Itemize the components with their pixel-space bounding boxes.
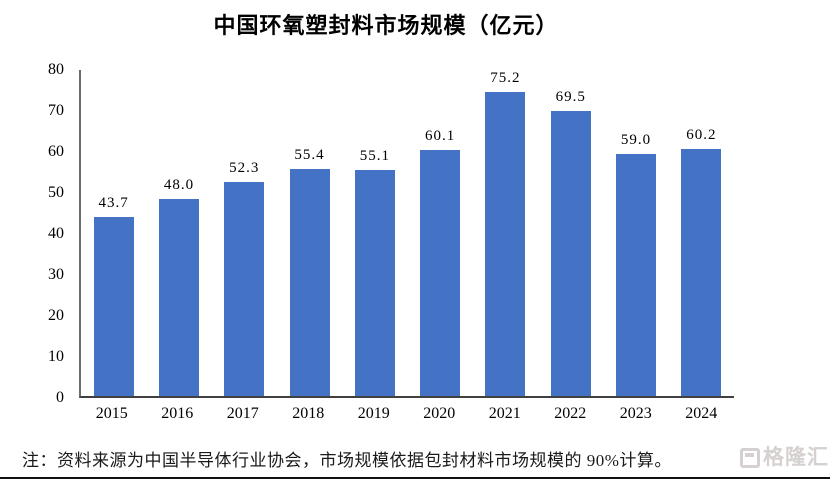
bar <box>354 170 395 396</box>
bar-value-label: 60.1 <box>425 127 456 144</box>
y-axis-label: 30 <box>48 266 64 283</box>
bar-value-label: 55.1 <box>359 148 390 165</box>
bar-column: 55.4 <box>277 70 342 396</box>
y-axis-label: 60 <box>48 143 64 160</box>
bar-column: 59.0 <box>603 70 668 396</box>
x-axis-label: 2015 <box>95 405 128 422</box>
bar-value-label: 48.0 <box>163 177 195 194</box>
x-axis-label: 2016 <box>161 405 194 422</box>
bar-value-label: 55.4 <box>294 146 325 163</box>
y-axis-label: 10 <box>48 348 64 365</box>
bar-column: 52.3 <box>212 70 277 396</box>
bar-column: 60.1 <box>407 70 472 396</box>
y-axis-label: 50 <box>48 184 64 201</box>
x-axis-label: 2023 <box>619 405 652 422</box>
bar <box>681 149 722 396</box>
bottom-divider <box>0 477 830 479</box>
y-axis-label: 80 <box>48 61 64 78</box>
y-axis-label: 70 <box>48 102 64 119</box>
y-axis-label: 40 <box>48 225 64 242</box>
bar <box>550 111 591 396</box>
x-axis-label: 2017 <box>226 405 259 422</box>
bar <box>93 216 134 396</box>
y-axis-label: 0 <box>56 389 64 406</box>
x-axis-labels: 2015 2016 2017 2018 2019 2020 2021 2022 2023 2024 <box>79 405 734 423</box>
bar-value-label: 43.7 <box>98 194 129 211</box>
bars-row: 43.7 48.0 52.3 55.4 55.1 60.1 75.2 69.5 59.0 60.2 <box>81 70 734 396</box>
bar <box>289 168 330 396</box>
bar-column: 69.5 <box>538 70 603 396</box>
bar <box>224 181 265 396</box>
bar-value-label: 60.2 <box>686 127 717 144</box>
x-axis-label: 2021 <box>488 405 521 422</box>
bar-value-label: 75.2 <box>490 70 521 86</box>
bar-value-label: 69.5 <box>555 89 586 106</box>
bar-column: 60.2 <box>669 70 734 396</box>
source-note: 注：资料来源为中国半导体行业协会，市场规模依据包封材料市场规模的 90%计算。 <box>22 451 672 470</box>
y-axis-label: 20 <box>48 307 64 324</box>
gelonghui-logo-icon <box>740 448 760 468</box>
x-axis-label: 2022 <box>554 405 587 422</box>
x-axis-label: 2018 <box>292 405 325 422</box>
bar-value-label: 59.0 <box>620 132 652 149</box>
x-axis-label: 2020 <box>423 405 456 422</box>
bar <box>616 154 657 396</box>
chart-title: 中国环氧塑封料市场规模（亿元） <box>213 13 559 38</box>
bar-column: 55.1 <box>342 70 407 396</box>
watermark-text: 格隆汇 <box>763 446 829 469</box>
bar <box>420 149 461 396</box>
bar-column: 75.2 <box>473 70 538 396</box>
watermark: 格隆汇 <box>740 445 829 471</box>
bar <box>485 92 526 396</box>
bar-column: 48.0 <box>146 70 211 396</box>
bar-column: 43.7 <box>81 70 146 396</box>
x-axis-label: 2019 <box>357 405 390 422</box>
plot-area: 43.7 48.0 52.3 55.4 55.1 60.1 75.2 69.5 59.0 60.2 <box>79 70 734 398</box>
bar-value-label: 52.3 <box>229 159 260 176</box>
bar <box>158 199 199 396</box>
x-axis-label: 2024 <box>685 405 718 422</box>
